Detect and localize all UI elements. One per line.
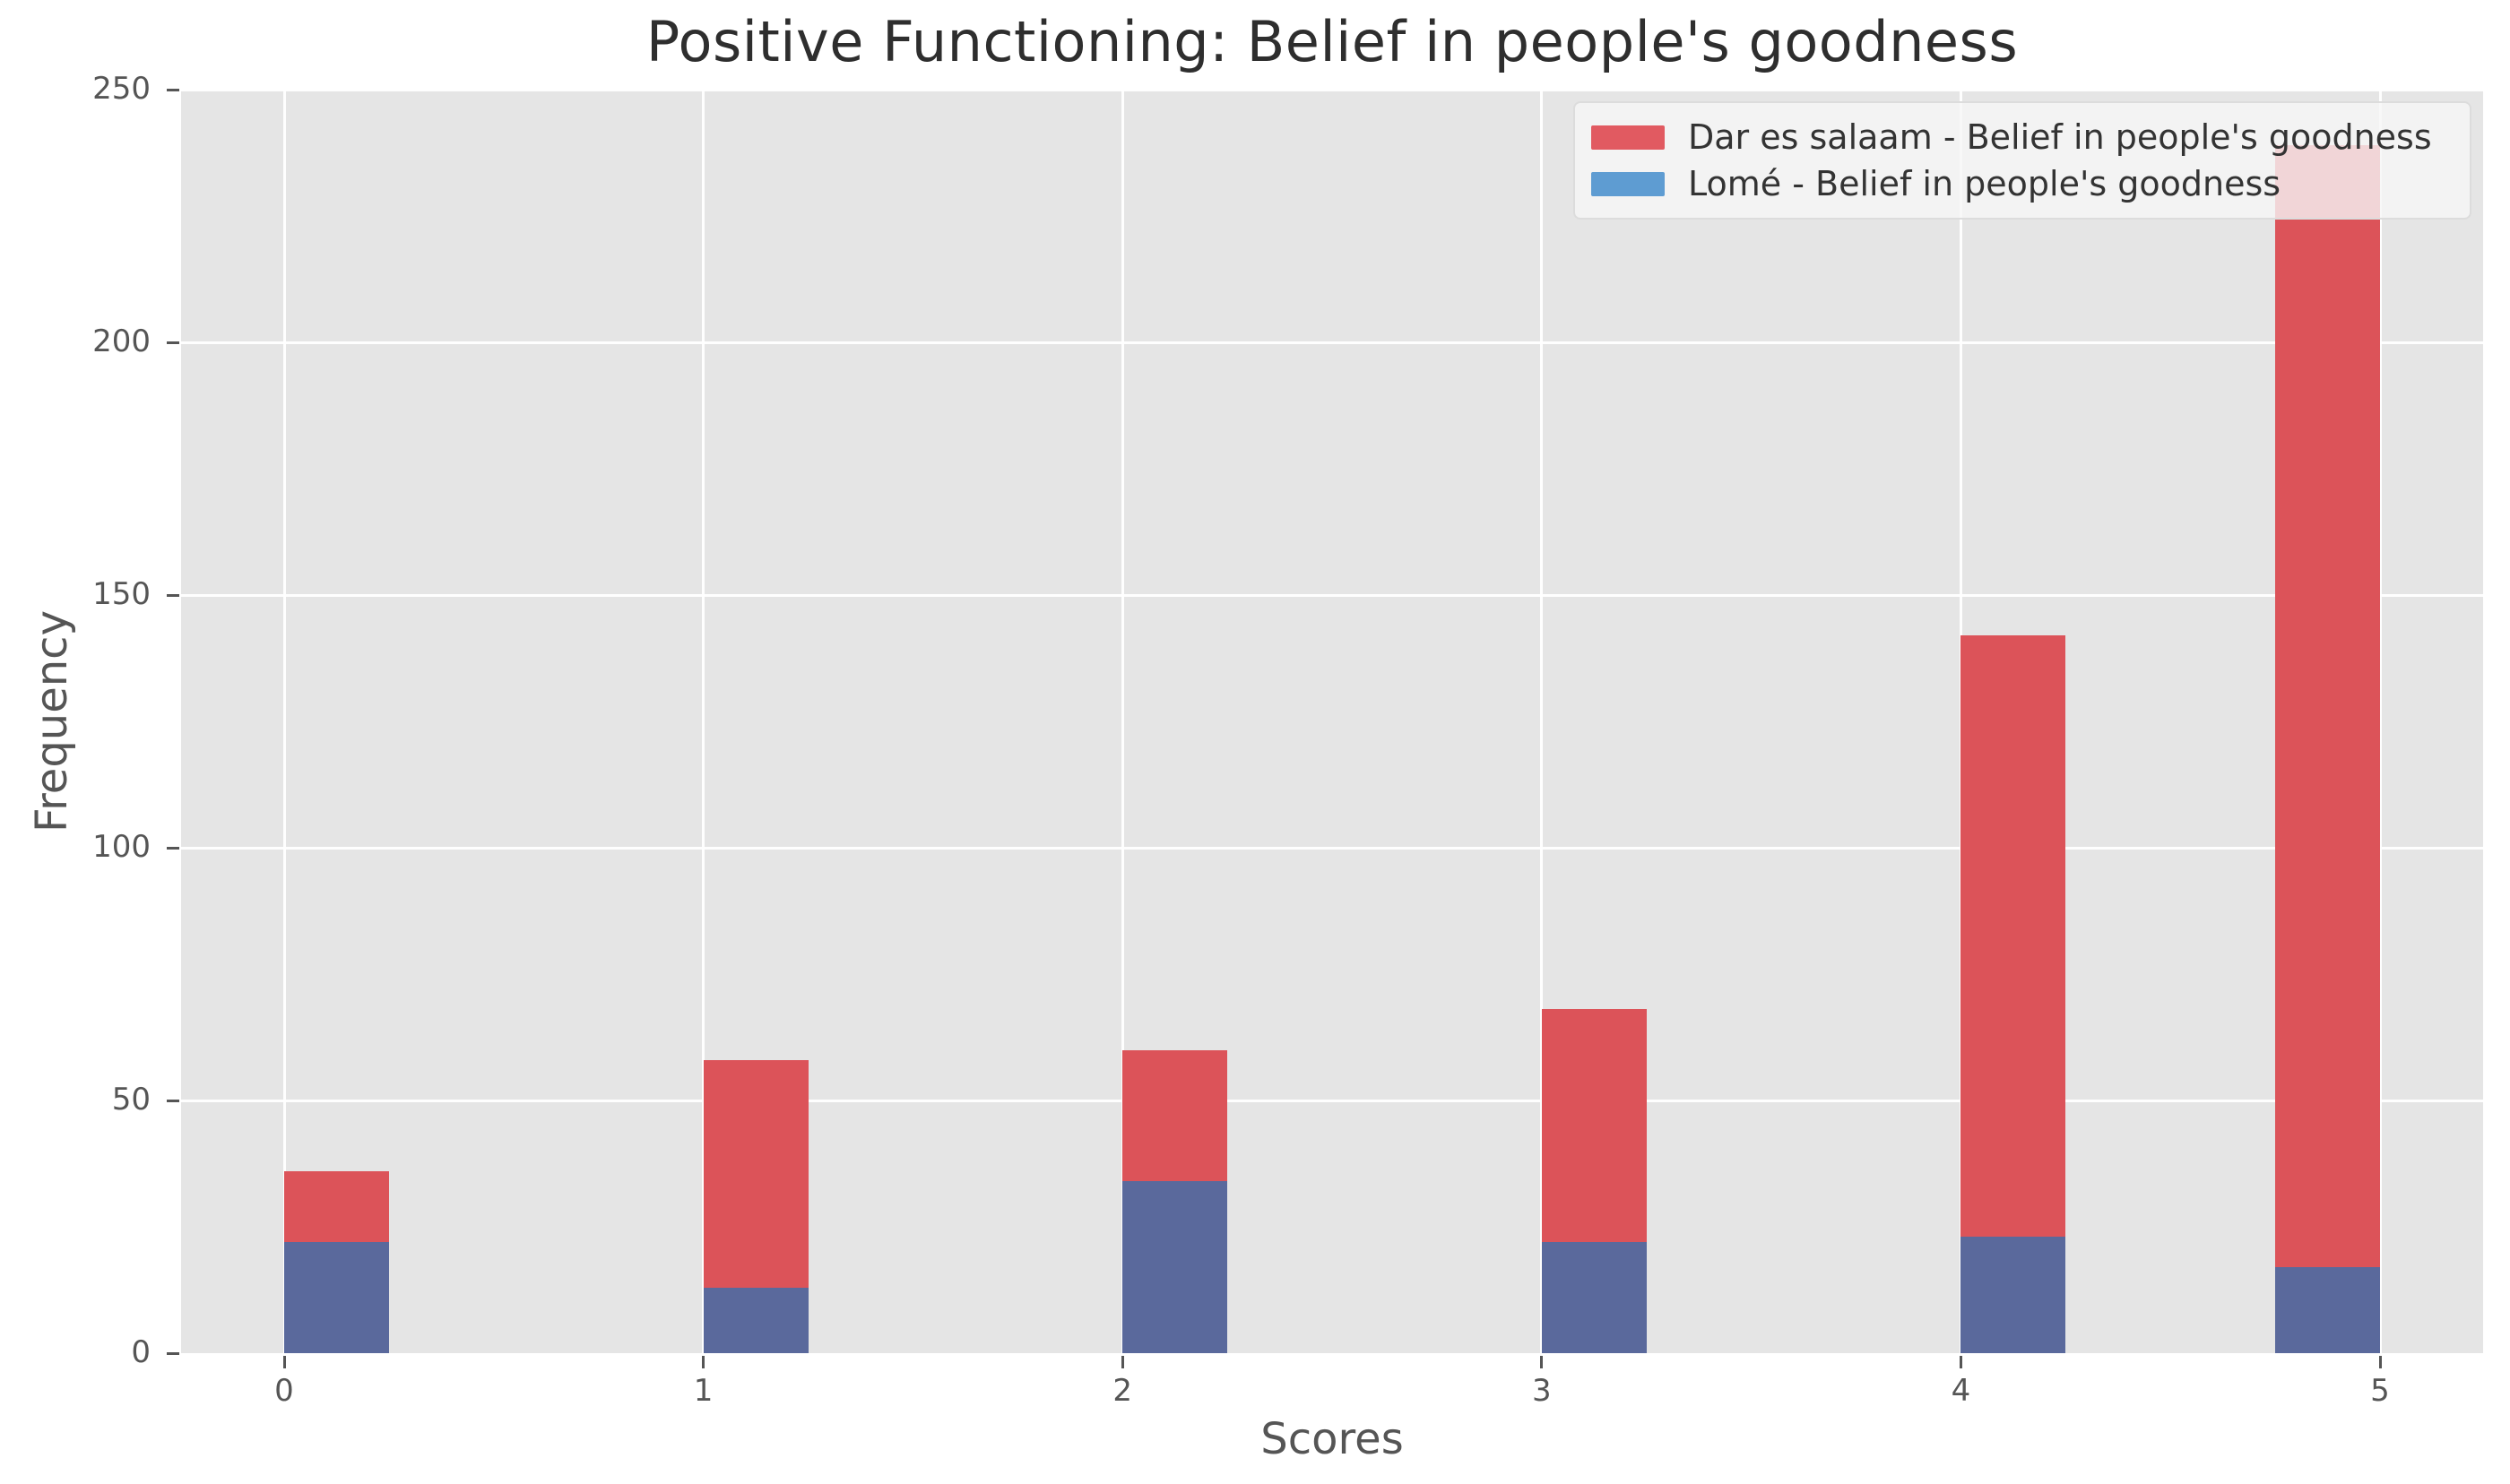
y-tick-label: 0 bbox=[131, 1334, 151, 1370]
bar-dar-es-salaam bbox=[2275, 145, 2380, 1353]
y-gridline bbox=[181, 593, 2483, 597]
x-tick-label: 1 bbox=[693, 1373, 714, 1409]
x-gridline bbox=[2378, 90, 2382, 1353]
bar-lome bbox=[703, 1287, 809, 1353]
x-tick-mark bbox=[1959, 1356, 1962, 1368]
y-tick-label: 200 bbox=[92, 324, 151, 359]
chart-title: Positive Functioning: Belief in people's… bbox=[645, 9, 2019, 74]
y-gridline bbox=[181, 88, 2483, 91]
plot-area: Dar es salaam - Belief in people's goodn… bbox=[181, 88, 2483, 1353]
x-tick-mark bbox=[282, 1356, 286, 1368]
legend-swatch bbox=[1591, 171, 1665, 196]
x-tick-label: 5 bbox=[2370, 1373, 2390, 1409]
y-gridline bbox=[181, 846, 2483, 850]
bar-dar-es-salaam bbox=[1960, 635, 2066, 1353]
y-gridline bbox=[181, 341, 2483, 344]
y-tick-label: 100 bbox=[92, 829, 151, 865]
bar-lome bbox=[1541, 1241, 1647, 1353]
x-tick-label: 3 bbox=[1531, 1373, 1552, 1409]
y-tick-mark bbox=[167, 1351, 179, 1355]
y-tick-mark bbox=[167, 341, 179, 344]
bar-lome bbox=[1960, 1237, 2066, 1353]
y-tick-mark bbox=[167, 88, 179, 91]
x-gridline bbox=[1121, 90, 1124, 1353]
legend-label: Lomé - Belief in people's goodness bbox=[1688, 164, 2281, 203]
y-axis-label: Frequency bbox=[27, 610, 77, 833]
y-tick-label: 50 bbox=[111, 1082, 151, 1117]
legend-item: Lomé - Belief in people's goodness bbox=[1591, 167, 2470, 201]
legend: Dar es salaam - Belief in people's goodn… bbox=[1573, 101, 2471, 220]
y-gridline bbox=[181, 1099, 2483, 1102]
x-tick-label: 4 bbox=[1951, 1373, 1971, 1409]
x-gridline bbox=[282, 90, 286, 1353]
legend-swatch bbox=[1591, 125, 1665, 150]
legend-label: Dar es salaam - Belief in people's goodn… bbox=[1688, 117, 2432, 157]
y-tick-mark bbox=[167, 846, 179, 850]
y-tick-mark bbox=[167, 593, 179, 597]
bar-lome bbox=[1122, 1181, 1228, 1353]
x-tick-label: 2 bbox=[1112, 1373, 1132, 1409]
bar-lome bbox=[284, 1241, 389, 1353]
y-tick-mark bbox=[167, 1099, 179, 1102]
legend-item: Dar es salaam - Belief in people's goodn… bbox=[1591, 120, 2470, 154]
bar-lome bbox=[2275, 1267, 2380, 1353]
x-tick-mark bbox=[702, 1356, 705, 1368]
x-tick-mark bbox=[2378, 1356, 2382, 1368]
y-tick-label: 150 bbox=[92, 576, 151, 612]
x-tick-label: 0 bbox=[274, 1373, 294, 1409]
x-gridline bbox=[702, 90, 705, 1353]
x-tick-mark bbox=[1121, 1356, 1124, 1368]
y-tick-label: 250 bbox=[92, 71, 151, 107]
x-gridline bbox=[1540, 90, 1544, 1353]
x-tick-mark bbox=[1540, 1356, 1544, 1368]
x-axis-label: Scores bbox=[1260, 1414, 1404, 1464]
